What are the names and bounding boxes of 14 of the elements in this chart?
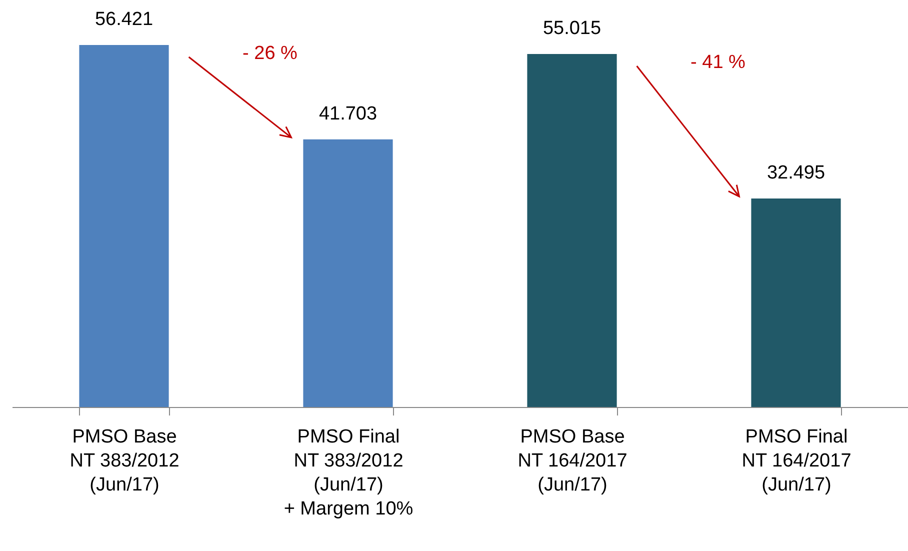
data-label: 56.421	[94, 9, 154, 30]
x-tick-label: PMSO Final NT 164/2017 (Jun/17)	[742, 426, 852, 496]
data-label: 41.703	[318, 103, 378, 124]
bar	[303, 139, 393, 407]
annotation: - 26 %	[242, 43, 298, 64]
data-label: 55.015	[542, 18, 602, 40]
bar	[751, 198, 841, 407]
x-tick-label: PMSO Final NT 383/2012 (Jun/17) + Margem 10%	[284, 426, 414, 520]
x-tick-label: PMSO Base NT 383/2012 (Jun/17)	[70, 426, 180, 496]
x-tick-label: PMSO Base NT 164/2017 (Jun/17)	[518, 426, 628, 496]
bar	[79, 45, 169, 407]
data-label: 32.495	[766, 162, 826, 184]
annotation: - 41 %	[690, 52, 746, 74]
bar	[527, 54, 617, 407]
